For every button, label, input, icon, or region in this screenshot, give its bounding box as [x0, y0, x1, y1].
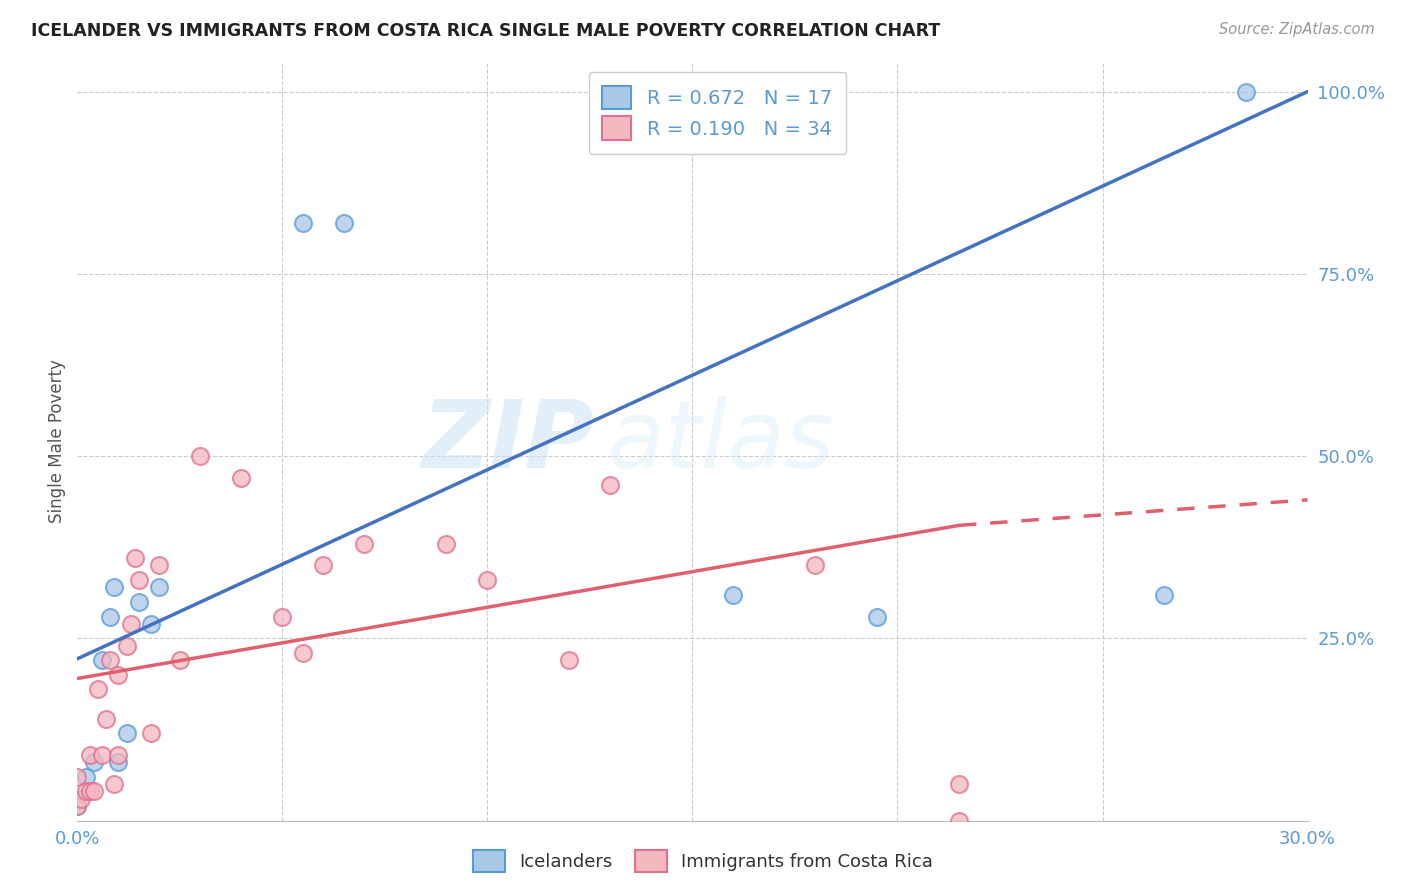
Point — [83, 784, 105, 798]
Point — [90, 747, 114, 762]
Point — [477, 573, 499, 587]
Point — [291, 646, 314, 660]
Point — [75, 784, 97, 798]
Point — [107, 756, 129, 770]
Point — [948, 777, 970, 791]
Point — [231, 471, 253, 485]
Point — [148, 580, 170, 594]
Point — [103, 777, 125, 791]
Point — [312, 558, 335, 573]
Text: atlas: atlas — [606, 396, 835, 487]
Point — [90, 653, 114, 667]
Point — [75, 770, 97, 784]
Point — [115, 726, 138, 740]
Point — [128, 573, 150, 587]
Point — [866, 609, 889, 624]
Point — [353, 536, 375, 550]
Point — [128, 595, 150, 609]
Point — [291, 216, 314, 230]
Point — [103, 580, 125, 594]
Point — [271, 609, 294, 624]
Point — [79, 747, 101, 762]
Point — [1153, 588, 1175, 602]
Text: ZIP: ZIP — [422, 395, 595, 488]
Point — [141, 726, 163, 740]
Point — [141, 616, 163, 631]
Point — [66, 770, 89, 784]
Point — [169, 653, 191, 667]
Text: ICELANDER VS IMMIGRANTS FROM COSTA RICA SINGLE MALE POVERTY CORRELATION CHART: ICELANDER VS IMMIGRANTS FROM COSTA RICA … — [31, 22, 941, 40]
Point — [66, 799, 89, 814]
Point — [115, 639, 138, 653]
Point — [70, 791, 93, 805]
Point — [66, 799, 89, 814]
Legend: Icelanders, Immigrants from Costa Rica: Icelanders, Immigrants from Costa Rica — [464, 841, 942, 881]
Point — [94, 712, 117, 726]
Point — [1234, 85, 1257, 99]
Text: Source: ZipAtlas.com: Source: ZipAtlas.com — [1219, 22, 1375, 37]
Point — [599, 478, 621, 492]
Point — [804, 558, 827, 573]
Point — [124, 551, 146, 566]
Point — [98, 653, 121, 667]
Point — [558, 653, 581, 667]
Point — [98, 609, 121, 624]
Point — [120, 616, 142, 631]
Point — [87, 682, 110, 697]
Point — [79, 784, 101, 798]
Point — [333, 216, 356, 230]
Point — [83, 756, 105, 770]
Point — [723, 588, 745, 602]
Legend: R = 0.672   N = 17, R = 0.190   N = 34: R = 0.672 N = 17, R = 0.190 N = 34 — [589, 72, 845, 153]
Point — [188, 449, 212, 463]
Point — [107, 668, 129, 682]
Point — [107, 747, 129, 762]
Y-axis label: Single Male Poverty: Single Male Poverty — [48, 359, 66, 524]
Point — [436, 536, 458, 550]
Point — [148, 558, 170, 573]
Point — [948, 814, 970, 828]
